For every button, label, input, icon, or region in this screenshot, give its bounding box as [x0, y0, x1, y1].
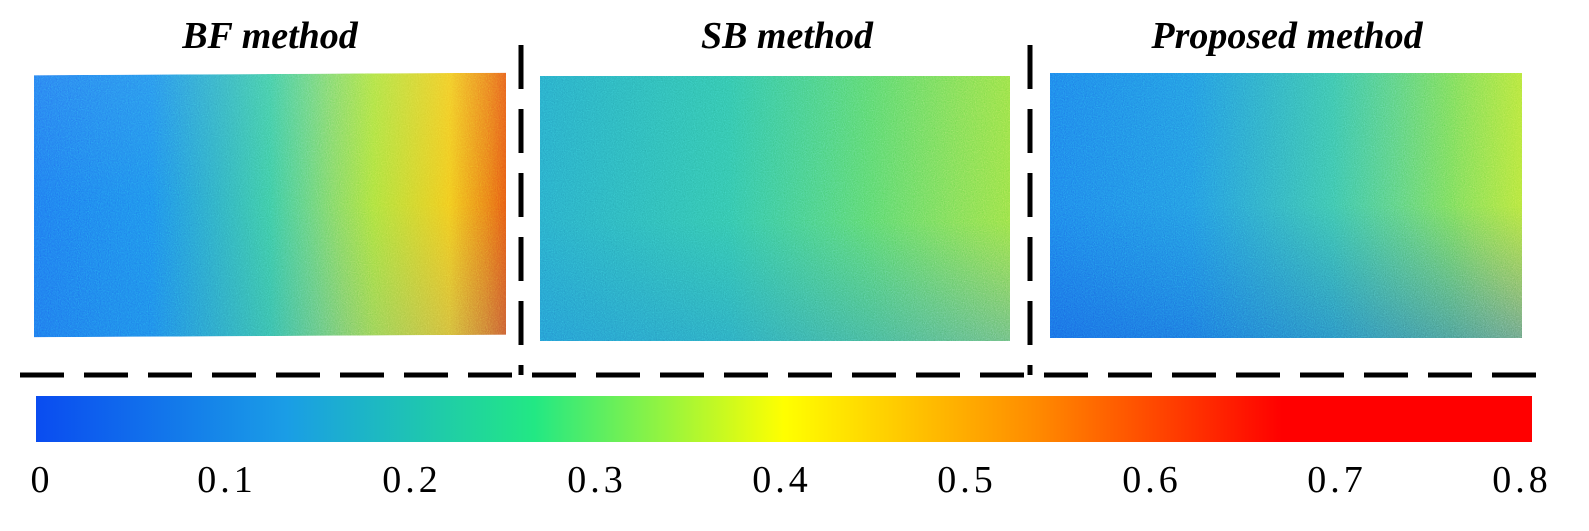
heatmap-proposed [1050, 73, 1522, 338]
panel-title-proposed: Proposed method [1151, 15, 1423, 57]
colorbar [36, 396, 1532, 442]
colorbar-tick-label: 0.3 [567, 459, 627, 501]
colorbar-tick-label: 0.4 [752, 459, 812, 501]
colorbar-tick-label: 0.1 [197, 459, 257, 501]
colorbar-tick-label: 0 [30, 459, 54, 501]
colorbar-tick-label: 0.2 [382, 459, 442, 501]
heatmap-sb [540, 76, 1010, 341]
colorbar-tick-label: 0.6 [1122, 459, 1182, 501]
colorbar-tick-label: 0.7 [1307, 459, 1367, 501]
heatmap-bf [34, 72, 506, 338]
panel-title-bf: BF method [182, 15, 358, 57]
panel-title-sb: SB method [700, 15, 874, 57]
colorbar-tick-label: 0.8 [1492, 459, 1552, 501]
colorbar-tick-label: 0.5 [937, 459, 997, 501]
